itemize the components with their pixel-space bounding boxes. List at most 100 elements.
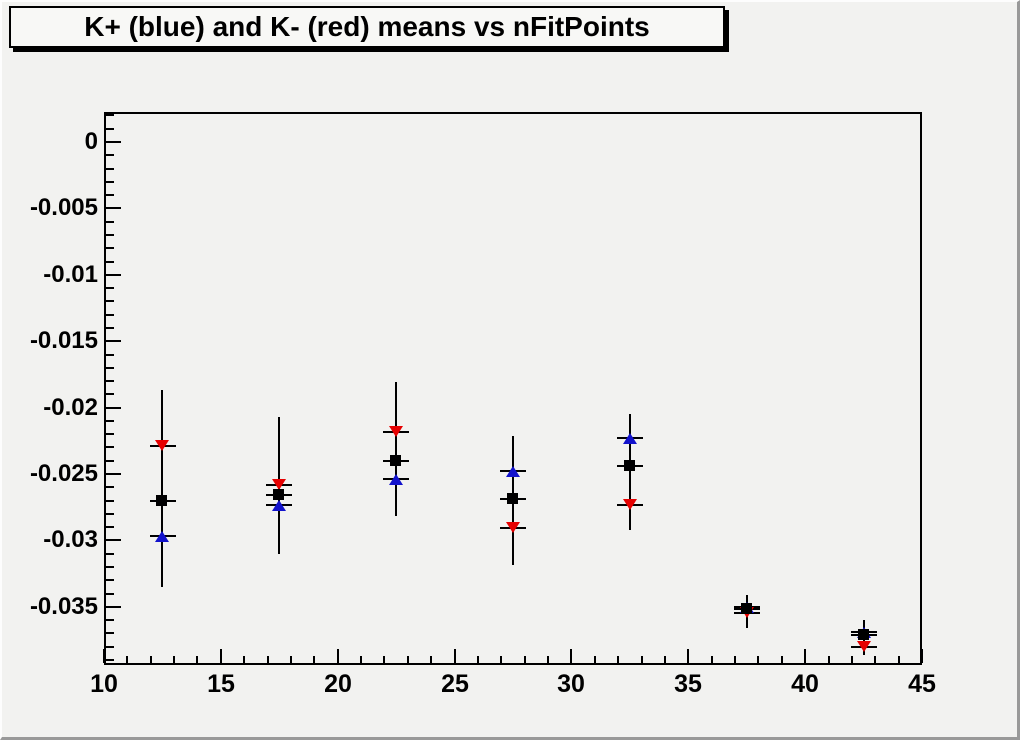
y-minor-tick: [106, 114, 114, 116]
x-tick-label: 35: [674, 670, 702, 698]
data-point-kplus-triangle-up: [506, 466, 520, 477]
y-minor-tick: [106, 646, 114, 648]
y-minor-tick: [106, 632, 114, 634]
y-minor-tick: [106, 619, 114, 621]
x-tick-label: 10: [90, 670, 118, 698]
x-minor-tick: [828, 656, 830, 663]
x-minor-tick: [430, 656, 432, 663]
x-major-tick: [687, 649, 689, 663]
y-minor-tick: [106, 234, 114, 236]
x-tick-label: 30: [557, 670, 585, 698]
x-major-tick: [103, 649, 105, 663]
y-minor-tick: [106, 300, 114, 302]
y-minor-tick: [106, 486, 114, 488]
data-point-mean-square: [741, 603, 752, 614]
y-tick-label: -0.025: [29, 460, 98, 487]
data-point-kplus-triangle-up: [155, 531, 169, 542]
y-minor-tick: [106, 393, 114, 395]
x-major-tick: [570, 649, 572, 663]
x-minor-tick: [500, 656, 502, 663]
data-point-mean-square: [390, 455, 401, 466]
y-minor-tick: [106, 287, 114, 289]
x-minor-tick: [781, 656, 783, 663]
x-minor-tick: [898, 656, 900, 663]
y-minor-tick: [106, 420, 114, 422]
x-minor-tick: [196, 656, 198, 663]
x-tick-label: 25: [441, 670, 469, 698]
y-minor-tick: [106, 460, 114, 462]
y-tick-label: -0.02: [43, 394, 98, 421]
y-tick-label: -0.03: [43, 526, 98, 553]
data-point-kplus-triangle-up: [389, 474, 403, 485]
y-minor-tick: [106, 261, 114, 263]
y-major-tick: [106, 407, 121, 409]
y-minor-tick: [106, 314, 114, 316]
plot-frame: [104, 112, 922, 665]
x-minor-tick: [313, 656, 315, 663]
data-point-kplus-triangle-up: [623, 433, 637, 444]
y-minor-tick: [106, 433, 114, 435]
data-point-kminus-triangle-down: [623, 499, 637, 510]
data-point-mean-square: [273, 489, 284, 500]
x-minor-tick: [407, 656, 409, 663]
x-major-tick: [220, 649, 222, 663]
y-minor-tick: [106, 367, 114, 369]
y-minor-tick: [106, 526, 114, 528]
data-point-mean-square: [858, 629, 869, 640]
chart-title: K+ (blue) and K- (red) means vs nFitPoin…: [84, 11, 650, 42]
error-bar-vertical: [395, 382, 397, 516]
x-tick-label: 15: [207, 670, 235, 698]
y-tick-label: 0: [84, 128, 98, 155]
y-minor-tick: [106, 221, 114, 223]
y-minor-tick: [106, 500, 114, 502]
y-minor-tick: [106, 593, 114, 595]
y-minor-tick: [106, 659, 114, 661]
x-minor-tick: [874, 656, 876, 663]
y-major-tick: [106, 473, 121, 475]
data-point-mean-square: [624, 460, 635, 471]
x-minor-tick: [641, 656, 643, 663]
data-point-kplus-triangle-up: [272, 500, 286, 511]
y-tick-label: -0.035: [29, 593, 98, 620]
error-bar-vertical: [629, 414, 631, 530]
y-tick-label: -0.015: [29, 327, 98, 354]
x-minor-tick: [547, 656, 549, 663]
x-tick-label: 40: [791, 670, 819, 698]
x-minor-tick: [360, 656, 362, 663]
x-minor-tick: [150, 656, 152, 663]
y-major-tick: [106, 141, 121, 143]
data-point-kminus-triangle-down: [155, 440, 169, 451]
y-minor-tick: [106, 181, 114, 183]
y-major-tick: [106, 207, 121, 209]
y-minor-tick: [106, 579, 114, 581]
y-minor-tick: [106, 327, 114, 329]
y-minor-tick: [106, 513, 114, 515]
x-minor-tick: [757, 656, 759, 663]
x-major-tick: [921, 649, 923, 663]
y-minor-tick: [106, 128, 114, 130]
data-point-kminus-triangle-down: [857, 641, 871, 652]
y-minor-tick: [106, 247, 114, 249]
y-minor-tick: [106, 446, 114, 448]
data-point-mean-square: [507, 493, 518, 504]
y-tick-label: -0.005: [29, 194, 98, 221]
x-minor-tick: [243, 656, 245, 663]
y-minor-tick: [106, 566, 114, 568]
x-tick-label: 20: [324, 670, 352, 698]
y-minor-tick: [106, 354, 114, 356]
data-point-kminus-triangle-down: [389, 426, 403, 437]
x-minor-tick: [734, 656, 736, 663]
x-minor-tick: [126, 656, 128, 663]
x-minor-tick: [594, 656, 596, 663]
y-major-tick: [106, 606, 121, 608]
x-minor-tick: [477, 656, 479, 663]
chart-title-box: K+ (blue) and K- (red) means vs nFitPoin…: [9, 6, 725, 48]
y-minor-tick: [106, 194, 114, 196]
x-minor-tick: [617, 656, 619, 663]
x-minor-tick: [524, 656, 526, 663]
x-major-tick: [337, 649, 339, 663]
x-minor-tick: [267, 656, 269, 663]
y-minor-tick: [106, 553, 114, 555]
data-point-mean-square: [156, 495, 167, 506]
